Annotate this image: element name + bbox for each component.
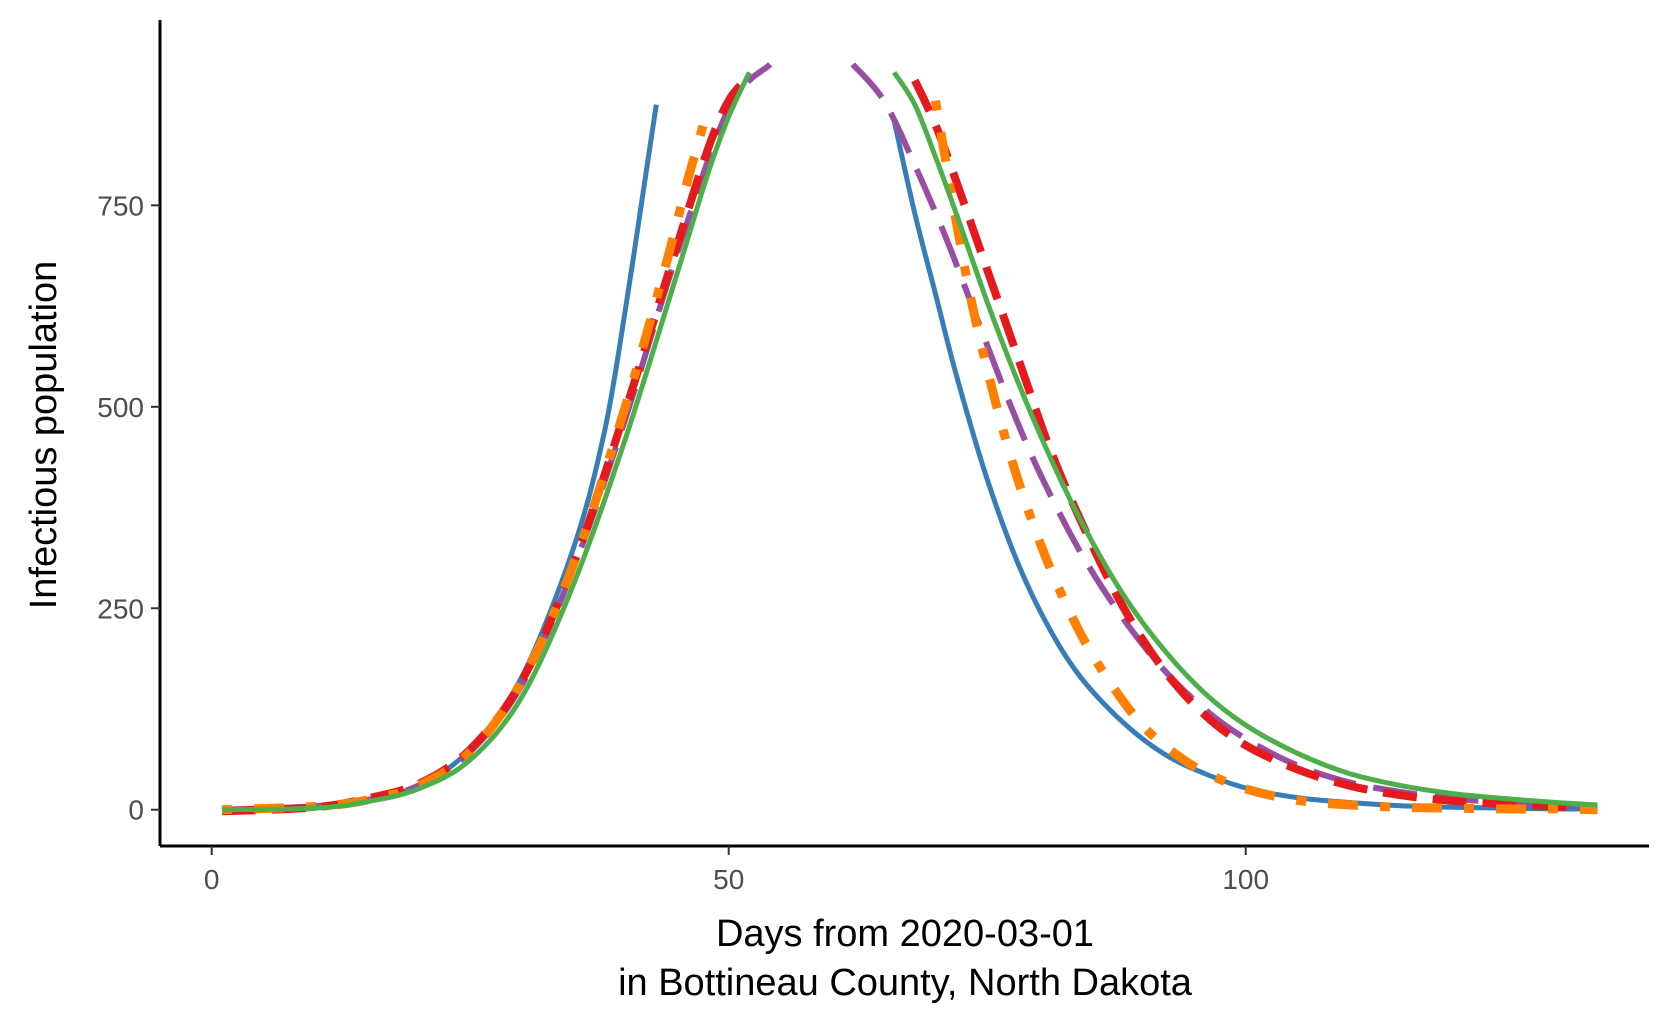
x-axis-title-line-1: Days from 2020-03-01 [716,913,1094,955]
y-tick-label: 750 [97,190,144,221]
series-4-line-segment-1 [221,107,713,815]
x-tick-label: 50 [713,864,744,895]
y-tick-label: 250 [97,593,144,624]
x-tick-label: 100 [1222,864,1269,895]
series-2-line-segment-2 [850,62,1598,810]
series-layer [221,62,1598,816]
series-1-line-segment-1 [221,104,659,813]
axes-layer [158,20,1649,848]
ticks-layer: 0 50 100 0 250 500 750 [97,190,1269,895]
series-4-line-segment-2 [931,99,1598,815]
series-5-line-segment-2 [892,71,1598,808]
series-5-line-segment-1 [221,71,752,813]
x-axis-title-line-2: in Bottineau County, North Dakota [618,962,1193,1004]
series-1-line-segment-2 [891,120,1598,812]
series-3-line-segment-2 [911,78,1598,812]
x-tick-label: 0 [204,864,220,895]
y-axis-title: Infectious population [23,261,65,610]
y-tick-label: 0 [128,795,144,826]
y-tick-label: 500 [97,392,144,423]
series-3-line-segment-1 [221,73,753,816]
